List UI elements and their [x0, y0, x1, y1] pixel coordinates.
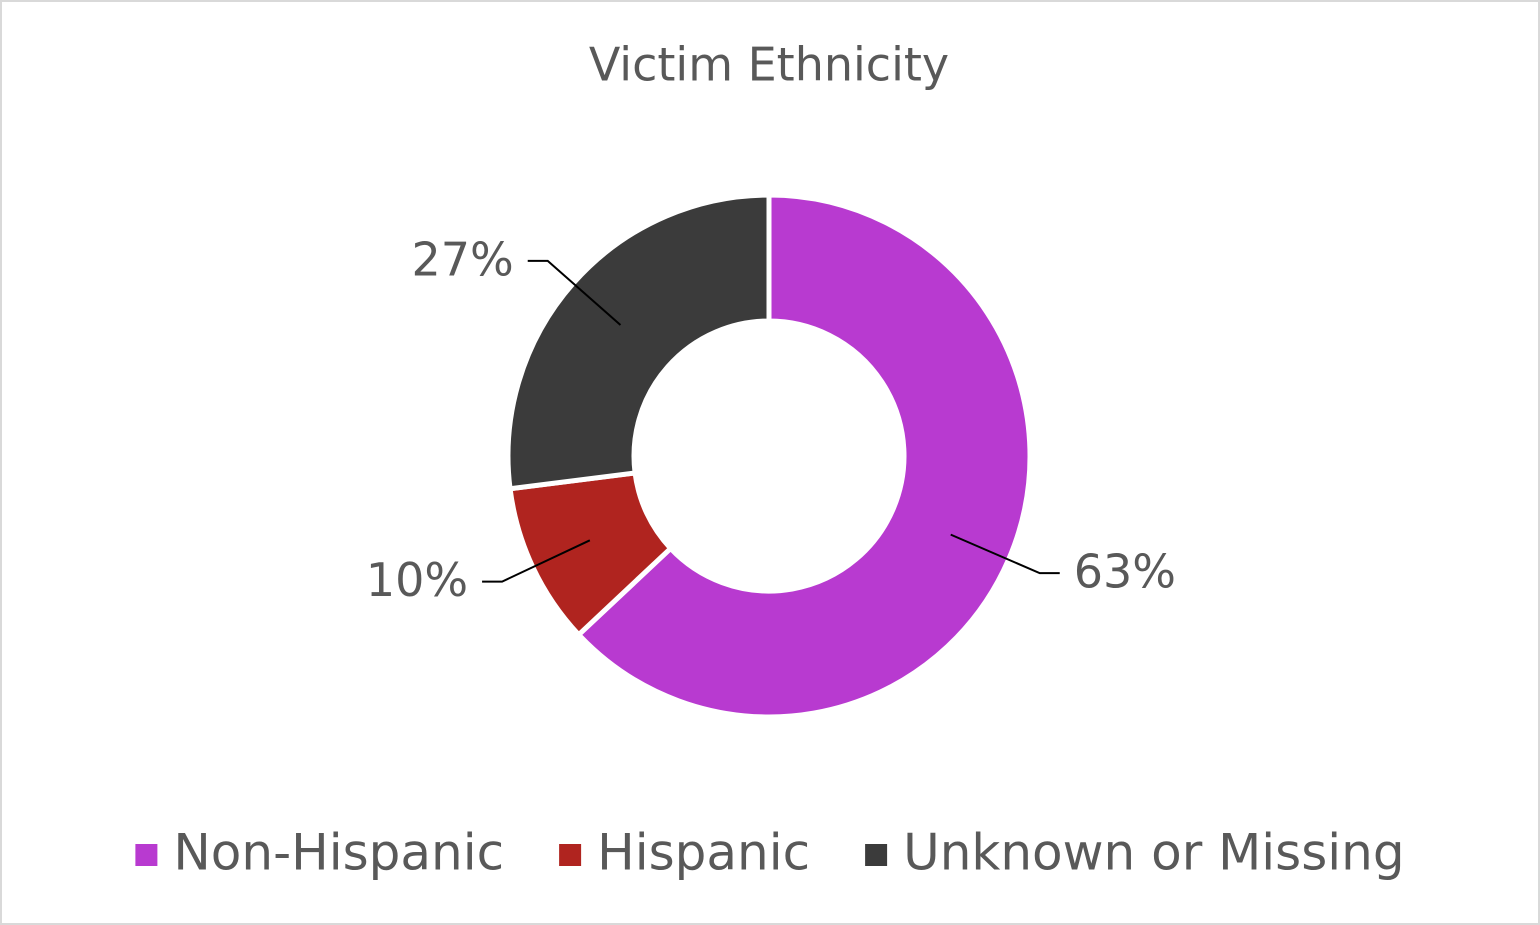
data-label: 63% [1074, 545, 1176, 599]
legend-swatch [559, 844, 582, 866]
leader-line [950, 533, 1060, 575]
slice [505, 192, 772, 492]
data-label: 10% [366, 553, 468, 607]
legend-swatch [135, 844, 158, 866]
data-label: 27% [411, 232, 513, 286]
leader-line [527, 259, 622, 326]
leader-line [482, 539, 591, 583]
legend-label: Non-Hispanic [173, 824, 504, 882]
legend-label: Hispanic [597, 824, 810, 882]
chart-title: Victim Ethnicity [589, 38, 949, 92]
legend-swatch [865, 844, 888, 866]
slice [575, 192, 1033, 720]
legend-label: Unknown or Missing [903, 824, 1405, 882]
